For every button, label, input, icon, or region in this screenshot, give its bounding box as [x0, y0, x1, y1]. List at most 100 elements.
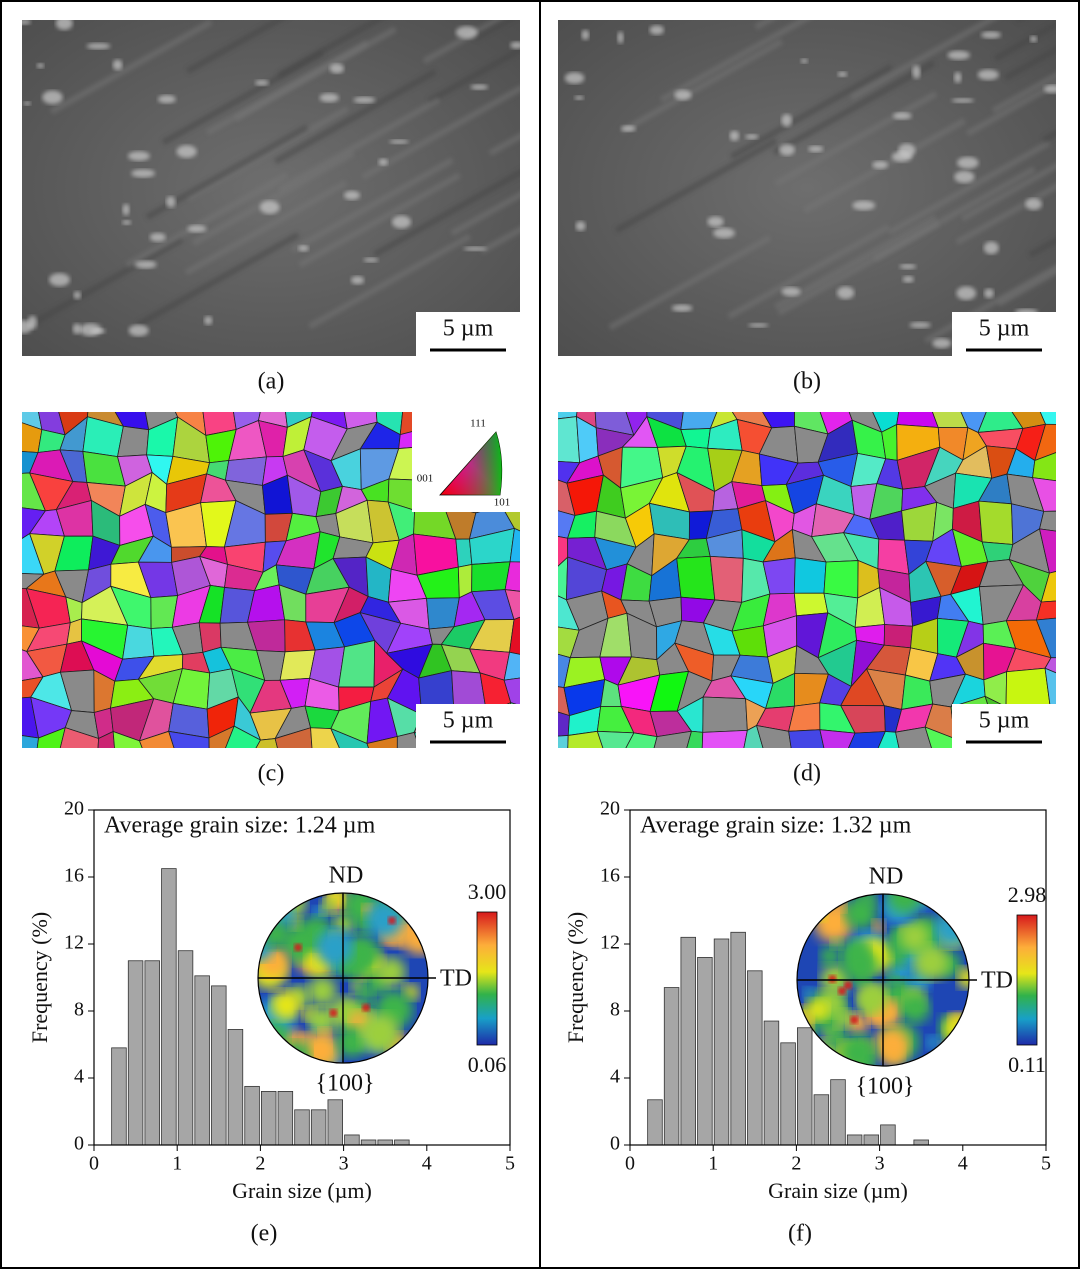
y-tick-label: 20	[600, 798, 620, 820]
bar	[730, 931, 746, 1146]
sem-streak	[273, 68, 437, 165]
sem-particle	[510, 41, 520, 49]
grain	[978, 500, 1014, 545]
image	[22, 412, 520, 748]
pole-blob	[357, 984, 376, 1003]
grain	[225, 725, 262, 748]
grain	[793, 592, 829, 617]
pole-blob	[819, 945, 841, 967]
bar	[846, 1134, 863, 1146]
bar	[177, 950, 194, 1146]
grain	[117, 425, 150, 458]
sem-particle	[781, 114, 792, 127]
pole-blob	[279, 1041, 311, 1063]
bar	[360, 1139, 377, 1146]
pole-blob	[318, 1027, 332, 1040]
sem-streak	[161, 49, 325, 146]
grain	[819, 729, 856, 748]
pole-blob	[408, 893, 428, 916]
pole-blob	[307, 976, 337, 1006]
scale-bar-label: 5 µm	[979, 316, 1030, 342]
sem-particle	[86, 43, 111, 50]
sem-particle	[984, 288, 994, 299]
plot-frame	[629, 809, 1047, 1146]
pole-blob	[315, 928, 354, 967]
image	[558, 412, 1056, 748]
bar	[127, 960, 144, 1146]
sem-particle	[957, 156, 979, 169]
y-axis-label: Frequency (%)	[563, 912, 588, 1043]
plot-frame	[93, 809, 511, 1146]
sem-particle	[463, 246, 487, 251]
sem-particle	[165, 196, 176, 208]
grain	[558, 735, 569, 748]
sem-streak	[849, 20, 996, 101]
x-axis-label: Grain size (µm)	[768, 1178, 908, 1203]
sem-particle	[617, 31, 624, 44]
pole-blob	[871, 919, 886, 934]
grain	[567, 730, 604, 748]
sem-streak	[777, 220, 941, 316]
sem-streak	[373, 169, 520, 258]
sem-streak	[191, 150, 355, 246]
sem-streak	[186, 106, 350, 202]
grain	[202, 412, 237, 436]
sem-particle	[909, 322, 931, 328]
sem-particle	[745, 134, 759, 140]
grain	[676, 555, 716, 601]
sem-particle	[1043, 84, 1056, 94]
sem-streak	[488, 132, 520, 156]
x-tick-label: 0	[625, 1153, 635, 1175]
bar	[797, 1027, 813, 1146]
grain	[168, 730, 210, 748]
x-tick-label: 3	[875, 1153, 885, 1175]
pole-blob	[957, 966, 969, 989]
pole-peak	[387, 916, 396, 925]
grain	[1040, 571, 1056, 603]
grain	[59, 727, 99, 748]
grain	[823, 560, 859, 599]
grain	[1035, 600, 1056, 621]
sem-particle	[131, 169, 156, 178]
pole-blob	[834, 1008, 854, 1029]
x-tick-label: 4	[958, 1153, 968, 1175]
bar	[344, 1134, 360, 1146]
sem-particle	[674, 89, 692, 101]
pole-blob	[942, 894, 969, 919]
sem-particle	[90, 328, 106, 334]
sem-particle	[898, 143, 916, 158]
y-tick-label: 8	[610, 999, 620, 1021]
pole-peak	[294, 943, 303, 952]
sem-streak	[772, 60, 936, 156]
sem-particle	[899, 264, 917, 270]
pole-label: ND	[869, 864, 904, 890]
bar	[394, 1139, 410, 1146]
bar	[111, 1047, 127, 1146]
pole-blob	[940, 894, 969, 913]
pole-label: TD	[981, 968, 1013, 994]
grain	[1039, 412, 1056, 425]
y-tick-label: 16	[600, 865, 620, 887]
panel-label: (f)	[788, 1221, 812, 1247]
sem-streak	[473, 20, 514, 42]
bar	[780, 1042, 796, 1146]
sem-particle	[954, 170, 975, 184]
pole-blob	[939, 1042, 961, 1064]
sem-particle	[748, 323, 769, 328]
y-tick-label: 4	[610, 1066, 620, 1088]
pole-blob	[260, 1035, 279, 1053]
x-tick-label: 0	[89, 1153, 99, 1175]
y-tick-label: 0	[610, 1133, 620, 1155]
bar	[747, 970, 763, 1146]
colorbar	[476, 911, 498, 1046]
x-tick-label: 2	[255, 1153, 265, 1175]
pole-blob	[926, 1035, 941, 1050]
sem-particle	[455, 26, 478, 39]
sem-particle	[176, 145, 197, 158]
sem-streak	[774, 91, 938, 187]
sem-streak	[22, 236, 184, 332]
sem-streak	[659, 20, 810, 103]
pole-peak	[329, 1008, 338, 1017]
sem-particle	[49, 273, 70, 287]
sem-streak	[290, 157, 454, 253]
